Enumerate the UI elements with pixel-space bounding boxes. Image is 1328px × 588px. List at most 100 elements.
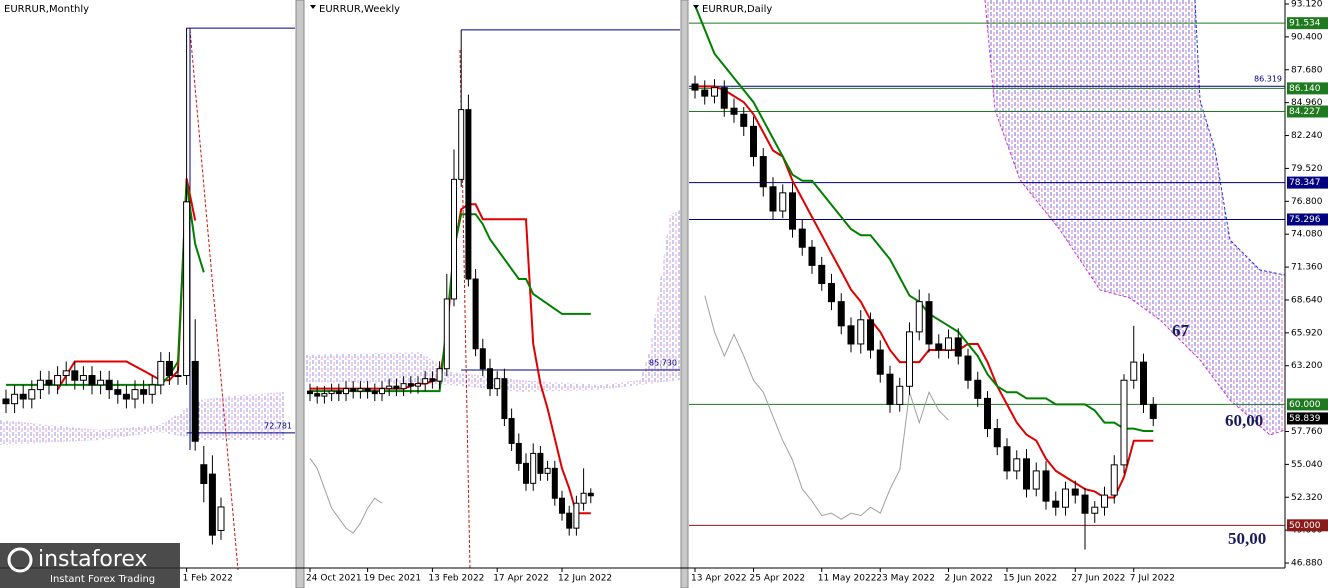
y-tick-label: 74.080: [1291, 230, 1323, 240]
candle-body: [335, 390, 342, 395]
panel: [689, 5, 1285, 550]
x-tick-label: 2 Jun 2022: [945, 574, 993, 584]
candle-body: [436, 368, 443, 382]
panel: [2, 27, 295, 545]
y-tick-label: 71.360: [1291, 263, 1323, 273]
candle-body: [105, 379, 113, 391]
candle-body: [847, 325, 855, 345]
candle-body: [808, 246, 816, 266]
candle-body: [1071, 488, 1079, 496]
title-arrow: [693, 5, 699, 9]
candle-body: [523, 462, 529, 484]
candle-body: [925, 301, 933, 345]
candle-body: [350, 388, 357, 392]
candle-body: [191, 360, 199, 442]
candle-body: [1003, 446, 1011, 472]
candle-body: [886, 373, 894, 405]
candle-body: [357, 388, 364, 392]
candle-body: [458, 109, 465, 180]
candle-body: [328, 390, 335, 395]
candle-body: [530, 452, 537, 484]
indicator-line: [704, 295, 949, 520]
annotation: 67: [1172, 321, 1190, 340]
candle-body: [964, 355, 972, 381]
price-label: 50.000: [1289, 521, 1321, 531]
candle-body: [1140, 361, 1147, 405]
y-tick-label: 82.240: [1291, 131, 1323, 141]
price-label-box: [1287, 519, 1328, 532]
candle-body: [386, 385, 393, 390]
candle-body: [1052, 500, 1060, 508]
y-tick-label: 55.040: [1291, 460, 1323, 470]
watermark: instaforex Instant Forex Trading: [0, 543, 180, 588]
candle-body: [307, 390, 313, 395]
price-label: 60.000: [1289, 400, 1321, 410]
candle-body: [1032, 470, 1040, 490]
candle-body: [183, 201, 191, 377]
y-tick-label: 65.920: [1291, 328, 1323, 338]
candle-body: [544, 467, 551, 474]
candle-body: [587, 492, 594, 497]
watermark-logo: [7, 547, 33, 573]
candle-body: [559, 497, 565, 514]
candle-body: [759, 156, 767, 188]
candle-body: [1110, 464, 1118, 496]
candle-body: [122, 393, 130, 400]
candle-body: [443, 298, 450, 370]
candle-body: [915, 301, 923, 333]
candle-body: [79, 375, 87, 381]
title-arrow: [310, 5, 316, 9]
panel-title: EURRUR,Daily: [702, 4, 772, 15]
candle-body: [701, 89, 709, 97]
candle-body: [364, 388, 371, 392]
x-tick-label: 19 Dec 2021: [364, 574, 422, 584]
candle-body: [19, 393, 27, 400]
level-label: 86.319: [1254, 75, 1282, 84]
candle-body: [720, 87, 728, 109]
candle-body: [779, 192, 787, 212]
x-tick-label: 27 Jun 2022: [1071, 574, 1125, 584]
candle-body: [88, 375, 96, 386]
price-label-box: [1287, 82, 1328, 95]
candle-body: [750, 125, 757, 158]
indicator-line: [56, 178, 197, 391]
candle-body: [487, 368, 493, 390]
y-tick-label: 93.120: [1291, 0, 1323, 9]
candle-body: [157, 360, 165, 386]
candle-body: [321, 393, 328, 397]
candle-body: [200, 464, 208, 485]
x-tick-label: 1 Feb 2022: [183, 574, 233, 584]
candle-body: [28, 389, 36, 400]
candle-body: [71, 370, 79, 381]
price-label-box: [1287, 17, 1328, 30]
candle-body: [984, 397, 991, 430]
candle-body: [515, 442, 522, 464]
candle-body: [769, 186, 777, 212]
indicator-line: [310, 213, 591, 393]
candle-body: [36, 379, 44, 391]
candle-body: [691, 83, 699, 91]
candle-body: [407, 383, 414, 387]
watermark-tagline: Instant Forex Trading: [50, 574, 155, 585]
x-tick-label: 12 Jun 2022: [558, 574, 612, 584]
x-tick-label: 13 Apr 2022: [691, 574, 747, 584]
price-label: 84.227: [1289, 107, 1321, 117]
candle-body: [165, 360, 173, 377]
indicator-line: [309, 458, 383, 534]
x-tick-label: 13 Feb 2022: [428, 574, 484, 584]
candle-body: [1023, 458, 1030, 490]
x-tick-label: 11 May 2022: [818, 574, 877, 584]
panel-title: EURRUR,Monthly: [4, 4, 89, 15]
candle-body: [551, 467, 558, 499]
candle-body: [974, 379, 982, 399]
candle-body: [537, 452, 544, 474]
y-tick-label: 57.760: [1291, 427, 1323, 437]
candle-body: [740, 113, 748, 127]
candle-body: [798, 228, 806, 248]
y-tick-label: 76.800: [1291, 197, 1323, 207]
candle-body: [993, 428, 1001, 448]
x-tick-label: 15 Jun 2022: [1003, 574, 1057, 584]
candle-body: [1130, 361, 1138, 381]
price-label: 75.296: [1289, 215, 1321, 225]
